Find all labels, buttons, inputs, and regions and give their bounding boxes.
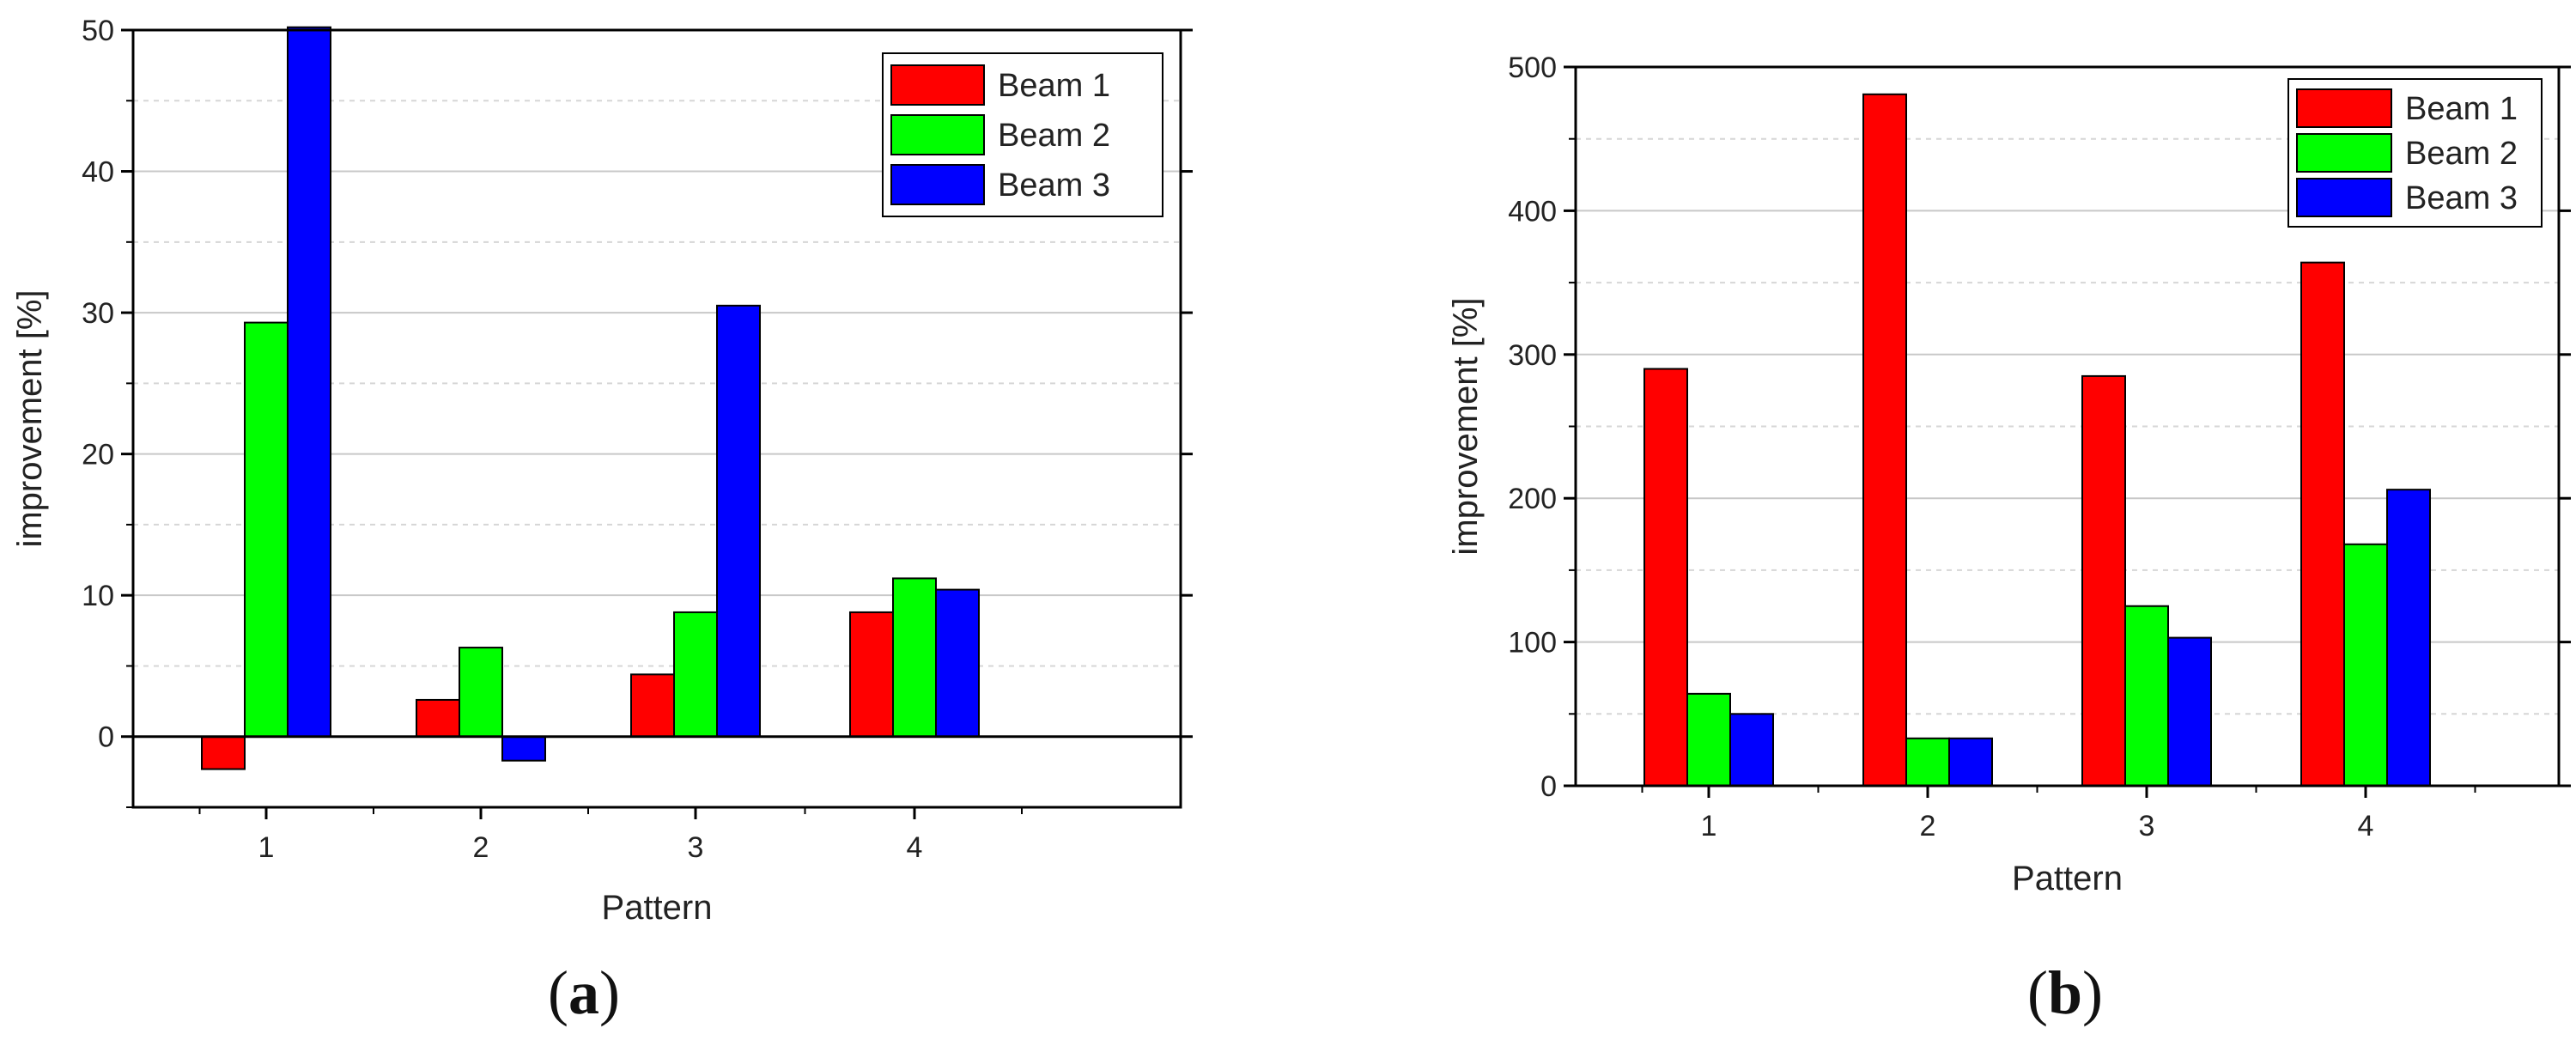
- y-tick-label: 20: [82, 439, 114, 471]
- bar-beam-3-pattern-2: [1948, 737, 1993, 787]
- x-tick-label: 4: [2358, 810, 2374, 842]
- caption-paren-open: (: [2027, 958, 2048, 1027]
- y-axis-title: improvement [%]: [1447, 297, 1485, 555]
- y-axis-title: improvement [%]: [11, 289, 49, 547]
- bar-beam-2-pattern-2: [1905, 737, 1950, 787]
- x-tick-label: 3: [2139, 810, 2155, 842]
- legend-swatch: [2296, 88, 2392, 128]
- bar-beam-3-pattern-4: [935, 588, 980, 738]
- x-tick-label: 2: [1920, 810, 1936, 842]
- x-tick-label: 4: [907, 831, 923, 864]
- bar-beam-2-pattern-4: [2343, 543, 2388, 787]
- bar-beam-2-pattern-2: [459, 647, 503, 738]
- bar-beam-1-pattern-4: [2300, 261, 2345, 787]
- bar-beam-1-pattern-4: [849, 611, 894, 738]
- bar-beam-2-pattern-4: [892, 577, 937, 738]
- bar-beam-3-pattern-3: [716, 304, 761, 738]
- chart-panel-b: 0 100 200 300 400 500 1 2 3 4 Pattern improvement […: [1447, 52, 2571, 1027]
- x-axis-title: Pattern: [602, 889, 713, 927]
- legend-swatch: [890, 114, 985, 155]
- bar-beam-3-pattern-1: [287, 26, 331, 738]
- caption-paren-close: ): [599, 958, 620, 1027]
- y-tick-label: 100: [1508, 627, 1557, 660]
- y-tick-label: 400: [1508, 195, 1557, 228]
- bar-beam-2-pattern-3: [673, 611, 718, 738]
- legend-label: Beam 1: [998, 68, 1110, 104]
- bar-beam-1-pattern-2: [416, 698, 460, 738]
- x-tick-label: 1: [258, 831, 275, 864]
- y-tick-label: 0: [1540, 770, 1557, 803]
- chart-panel-a: 0 10 20 30 40 50 1 2 3 4 Pattern improvement [%] Bea…: [11, 15, 1193, 1027]
- panel-caption: (b): [2027, 958, 2103, 1027]
- bar-beam-3-pattern-2: [501, 735, 546, 762]
- bar-beam-3-pattern-4: [2386, 489, 2431, 787]
- legend-label: Beam 2: [2405, 136, 2518, 172]
- y-tick-label: 500: [1508, 52, 1557, 84]
- legend-swatch: [2296, 133, 2392, 173]
- caption-paren-open: (: [548, 958, 568, 1027]
- bar-beam-2-pattern-1: [244, 321, 289, 738]
- legend-swatch: [890, 64, 985, 106]
- bar-beam-3-pattern-3: [2167, 636, 2212, 787]
- x-tick-label: 3: [688, 831, 704, 864]
- y-tick-label: 200: [1508, 483, 1557, 515]
- bar-beam-1-pattern-1: [201, 735, 246, 770]
- caption-letter: b: [2048, 958, 2082, 1027]
- caption-paren-close: ): [2082, 958, 2103, 1027]
- bar-beam-1-pattern-3: [630, 673, 675, 738]
- legend-swatch: [2296, 178, 2392, 217]
- y-tick-label: 30: [82, 297, 114, 330]
- x-tick-label: 1: [1701, 810, 1717, 842]
- y-tick-label: 0: [98, 721, 114, 754]
- bar-beam-3-pattern-1: [1729, 713, 1774, 787]
- panel-caption: (a): [548, 958, 620, 1027]
- plot-frame: [131, 28, 1182, 809]
- bar-beam-1-pattern-2: [1862, 93, 1907, 787]
- caption-letter: a: [568, 958, 599, 1027]
- x-axis-title: Pattern: [2012, 860, 2123, 897]
- y-tick-label: 50: [82, 15, 114, 47]
- legend-label: Beam 3: [998, 167, 1110, 204]
- legend-label: Beam 2: [998, 118, 1110, 154]
- bar-beam-1-pattern-1: [1643, 368, 1688, 787]
- y-tick-label: 40: [82, 156, 114, 189]
- bar-beam-2-pattern-3: [2124, 605, 2169, 787]
- legend-swatch: [890, 164, 985, 205]
- x-tick-label: 2: [473, 831, 489, 864]
- bar-beam-2-pattern-1: [1686, 692, 1731, 788]
- legend-label: Beam 1: [2405, 91, 2518, 127]
- bar-beam-1-pattern-3: [2081, 374, 2126, 787]
- y-tick-label: 10: [82, 580, 114, 612]
- legend-label: Beam 3: [2405, 180, 2518, 216]
- y-tick-label: 300: [1508, 339, 1557, 372]
